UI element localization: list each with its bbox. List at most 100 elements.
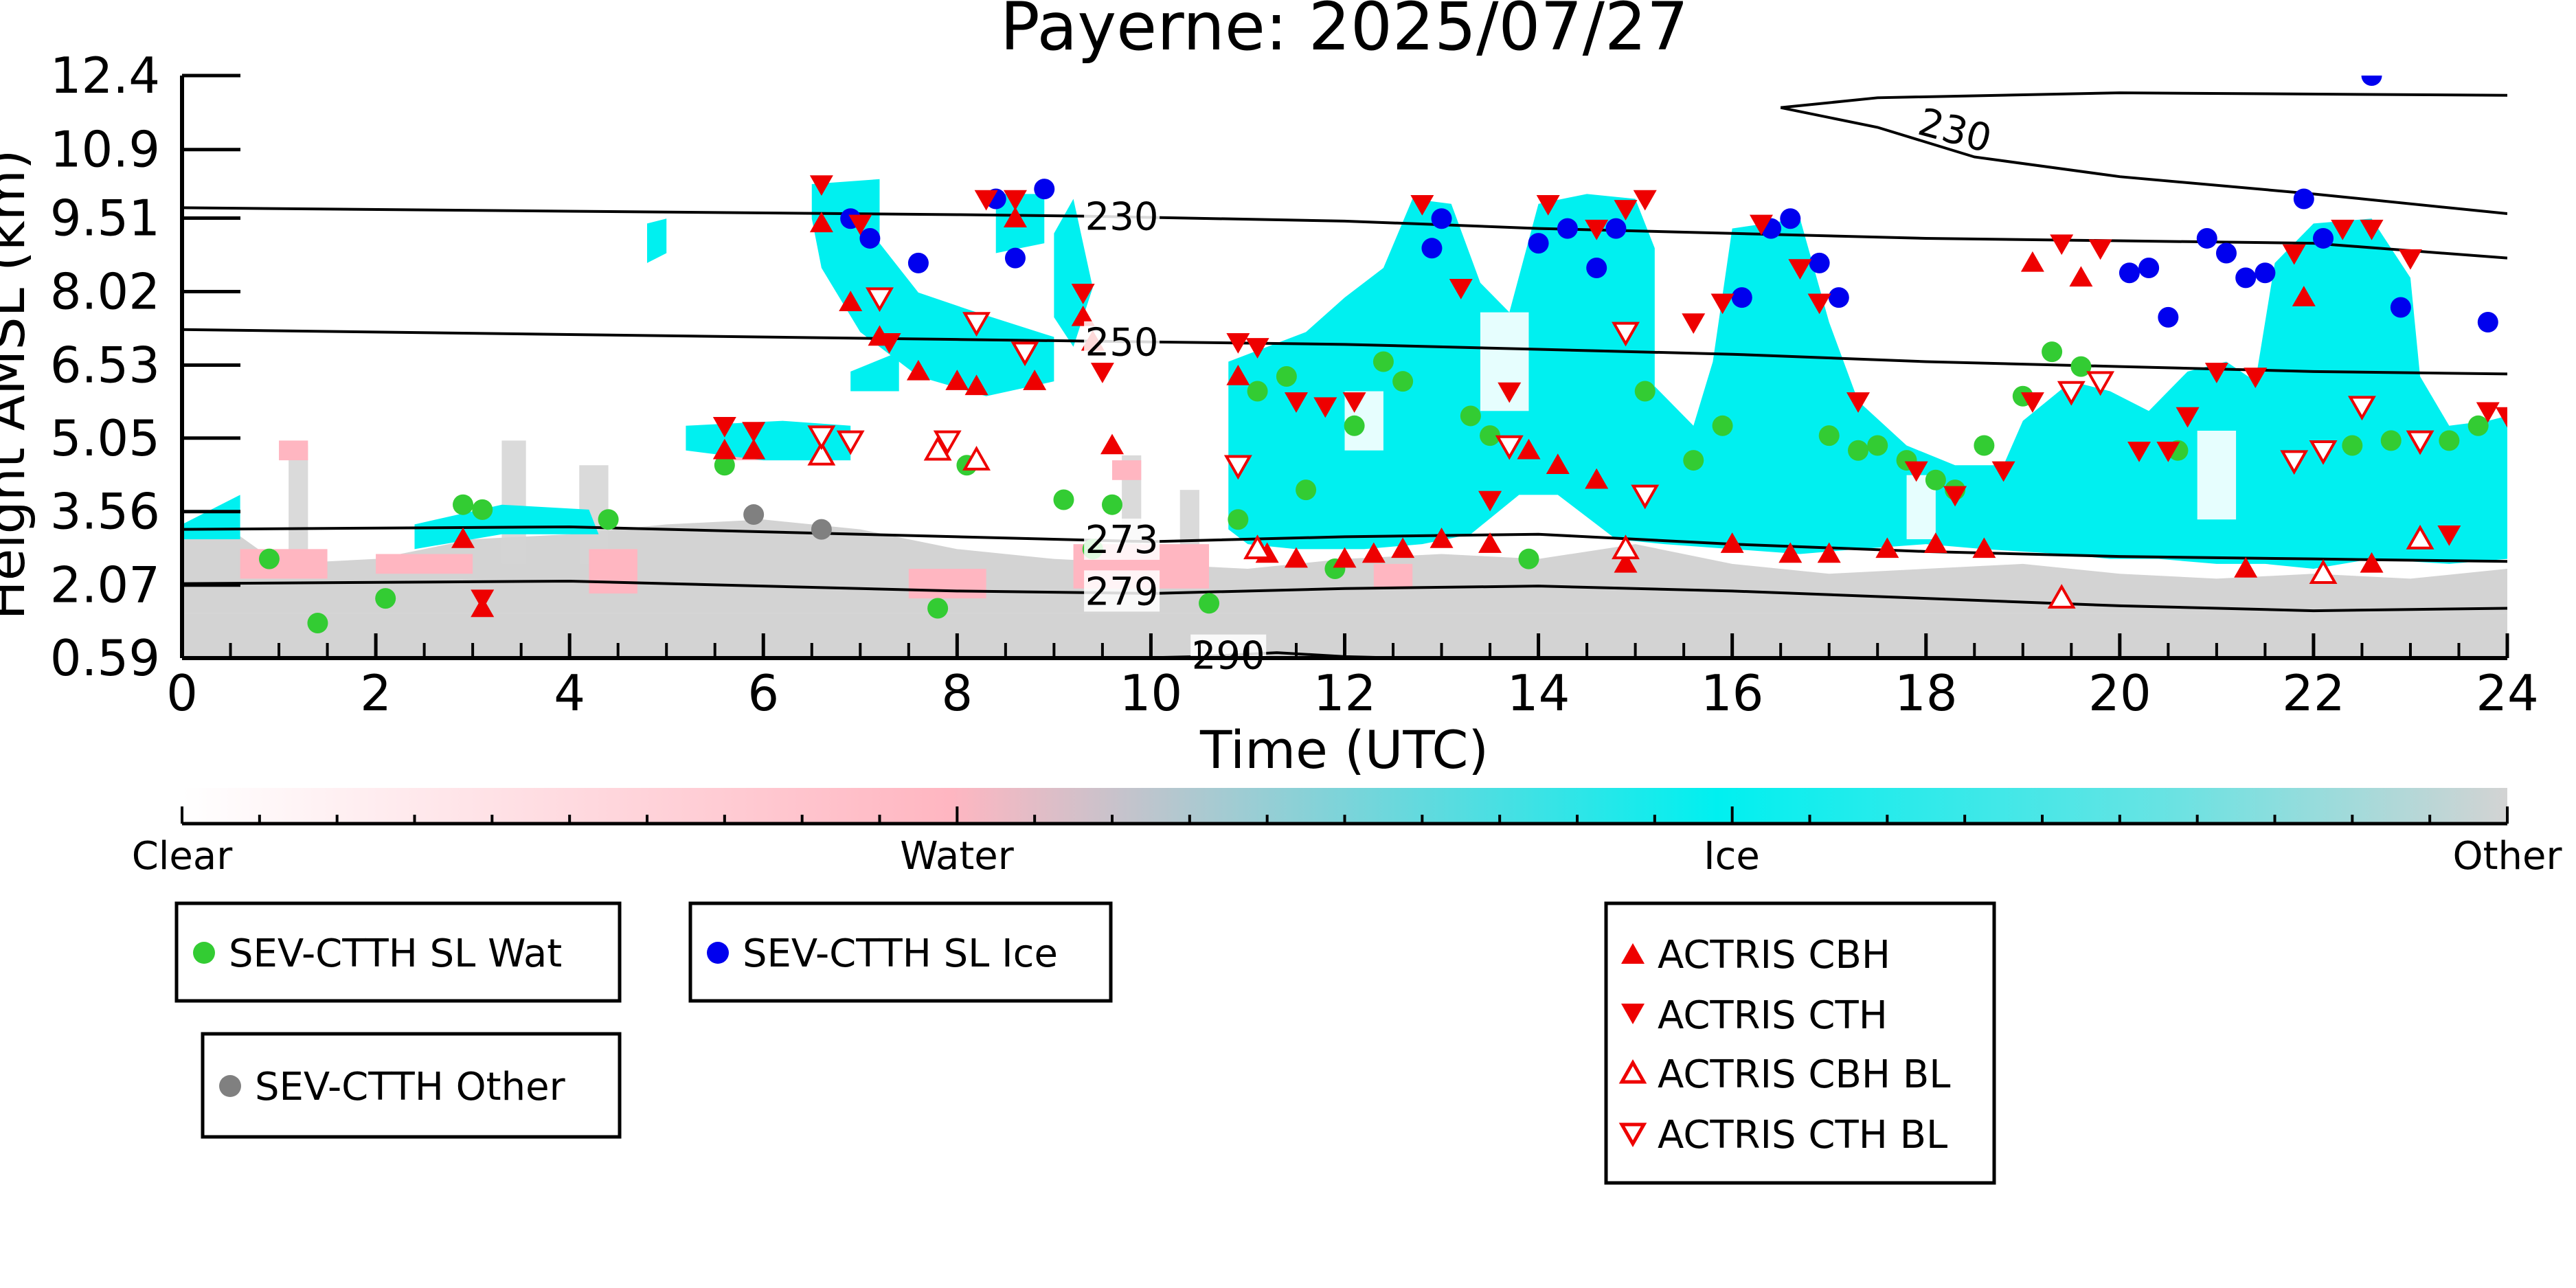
marker-actris-cbh bbox=[809, 212, 833, 233]
marker-actris-cth-bl bbox=[807, 425, 836, 451]
chart-title: Payerne: 2025/07/27 bbox=[1000, 0, 1688, 65]
x-tick-label: 10 bbox=[1120, 664, 1183, 722]
ice-class-region bbox=[1228, 194, 2507, 569]
contour-label: 273 bbox=[1085, 518, 1159, 563]
marker-sev-ctth-sl-ice bbox=[2293, 188, 2314, 210]
marker-sev-ctth-sl-wat bbox=[472, 499, 493, 520]
marker-sev-ctth-sl-wat bbox=[1296, 479, 1317, 501]
colorbar-label-water: Water bbox=[900, 834, 1015, 879]
marker-sev-ctth-sl-ice bbox=[859, 227, 881, 249]
marker-sev-ctth-sl-wat bbox=[927, 598, 949, 619]
marker-actris-cbh bbox=[906, 359, 930, 381]
water-class-patch bbox=[240, 549, 328, 579]
marker-sev-ctth-sl-wat bbox=[1372, 351, 1394, 372]
legend-label-cth-bl: ACTRIS CTH BL bbox=[1658, 1113, 1947, 1157]
marker-actris-cth bbox=[1342, 392, 1366, 413]
marker-sev-ctth-sl-ice bbox=[1828, 287, 1849, 308]
x-tick-label: 24 bbox=[2476, 664, 2539, 722]
axes: 0 2 4 6 8 10 12 14 16 18 20 22 240.592.073.565.056.5… bbox=[50, 47, 2539, 722]
marker-sev-ctth-sl-ice bbox=[1780, 208, 1801, 229]
x-tick-label: 22 bbox=[2282, 664, 2345, 722]
marker-actris-cth bbox=[974, 190, 998, 211]
x-tick-label: 16 bbox=[1701, 664, 1764, 722]
marker-actris-cth bbox=[2331, 219, 2355, 240]
marker-actris-cth bbox=[2156, 441, 2180, 462]
contour-label: 230 bbox=[1085, 195, 1159, 240]
marker-actris-cbh bbox=[1875, 537, 1899, 558]
water-class-patch bbox=[1373, 563, 1413, 589]
marker-sev-ctth-sl-wat bbox=[1480, 425, 1501, 447]
legend-frame bbox=[688, 901, 1113, 1003]
water-class-patch bbox=[589, 549, 637, 594]
marker-actris-cth bbox=[2176, 407, 2200, 428]
marker-sev-ctth-sl-ice bbox=[1557, 218, 1578, 239]
x-tick-label: 4 bbox=[554, 664, 585, 722]
marker-actris-cth bbox=[2282, 244, 2306, 265]
y-tick-label: 0.59 bbox=[50, 629, 160, 687]
marker-actris-cbh bbox=[742, 438, 766, 460]
marker-actris-cbh bbox=[1720, 532, 1744, 553]
marker-actris-cbh-bl bbox=[2406, 524, 2434, 550]
water-class-patch bbox=[279, 440, 308, 461]
marker-actris-cbh bbox=[2020, 251, 2044, 272]
marker-sev-ctth-sl-wat bbox=[1247, 381, 1268, 402]
marker-actris-cth bbox=[1943, 486, 1967, 507]
y-tick-label: 10.9 bbox=[50, 121, 160, 179]
ice-class-region bbox=[182, 495, 240, 539]
marker-sev-ctth-sl-wat bbox=[2467, 415, 2489, 436]
marker-actris-cbh bbox=[1071, 305, 1095, 326]
x-tick-label: 14 bbox=[1507, 664, 1570, 722]
marker-actris-cth bbox=[712, 417, 736, 438]
marker-actris-cth bbox=[2020, 392, 2044, 413]
marker-actris-cth bbox=[2398, 249, 2422, 270]
marker-sev-ctth-sl-ice bbox=[2215, 242, 2237, 264]
marker-sev-ctth-other bbox=[811, 519, 832, 540]
marker-sev-ctth-sl-wat bbox=[1974, 435, 1995, 456]
marker-actris-cbh-bl bbox=[807, 440, 836, 466]
marker-actris-cth-bl bbox=[1223, 455, 1252, 480]
legend-frame bbox=[201, 1032, 622, 1139]
marker-sev-ctth-sl-ice bbox=[1431, 208, 1452, 229]
marker-sev-ctth-sl-wat bbox=[258, 548, 280, 569]
x-tick-label: 18 bbox=[1895, 664, 1958, 722]
marker-actris-cbh bbox=[1284, 547, 1308, 568]
legend-box-sl-wat: SEV-CTTH SL Wat bbox=[174, 901, 622, 1003]
colorbar-label-other: Other bbox=[2452, 834, 2562, 879]
marker-actris-cbh bbox=[2069, 266, 2093, 287]
marker-actris-cbh bbox=[945, 370, 969, 390]
marker-actris-cth bbox=[1846, 392, 1871, 413]
water-class-patch bbox=[376, 554, 473, 574]
colorbar: Clear Water Ice Other bbox=[132, 788, 2562, 879]
legend-box-sl-ice: SEV-CTTH SL Ice bbox=[688, 901, 1113, 1003]
legend-marker-cth-bl bbox=[1618, 1122, 1647, 1148]
marker-actris-cbh bbox=[1817, 542, 1841, 563]
y-tick-label: 9.51 bbox=[50, 190, 160, 247]
marker-actris-cth-bl bbox=[2406, 430, 2434, 455]
marker-actris-cth-bl bbox=[1631, 484, 1660, 510]
marker-sev-ctth-sl-wat bbox=[598, 509, 619, 530]
marker-actris-cth bbox=[1284, 392, 1308, 413]
y-tick-label: 2.07 bbox=[50, 556, 160, 614]
plot-area bbox=[182, 76, 2507, 658]
marker-actris-cth bbox=[1904, 461, 1928, 482]
marker-sev-ctth-sl-ice bbox=[2196, 227, 2217, 249]
marker-sev-ctth-sl-ice bbox=[1528, 233, 1549, 254]
marker-sev-ctth-sl-wat bbox=[1712, 415, 1733, 436]
marker-sev-ctth-sl-wat bbox=[1683, 450, 1704, 471]
marker-sev-ctth-other bbox=[743, 504, 765, 526]
y-tick-label: 6.53 bbox=[50, 336, 160, 394]
contour-label-bg bbox=[1084, 518, 1160, 560]
marker-actris-cbh bbox=[2360, 552, 2384, 573]
marker-actris-cth-bl bbox=[933, 430, 962, 455]
marker-actris-cth bbox=[1449, 279, 1473, 300]
x-tick-label: 12 bbox=[1313, 664, 1377, 722]
marker-sev-ctth-sl-ice bbox=[2390, 297, 2411, 318]
marker-sev-ctth-sl-ice bbox=[1809, 252, 1830, 273]
legend-marker-cth bbox=[1621, 1004, 1645, 1024]
marker-sev-ctth-sl-wat bbox=[1102, 494, 1122, 515]
marker-actris-cth-bl bbox=[1495, 435, 1524, 460]
marker-actris-cbh bbox=[1333, 547, 1357, 568]
marker-sev-ctth-sl-wat bbox=[1460, 405, 1481, 427]
